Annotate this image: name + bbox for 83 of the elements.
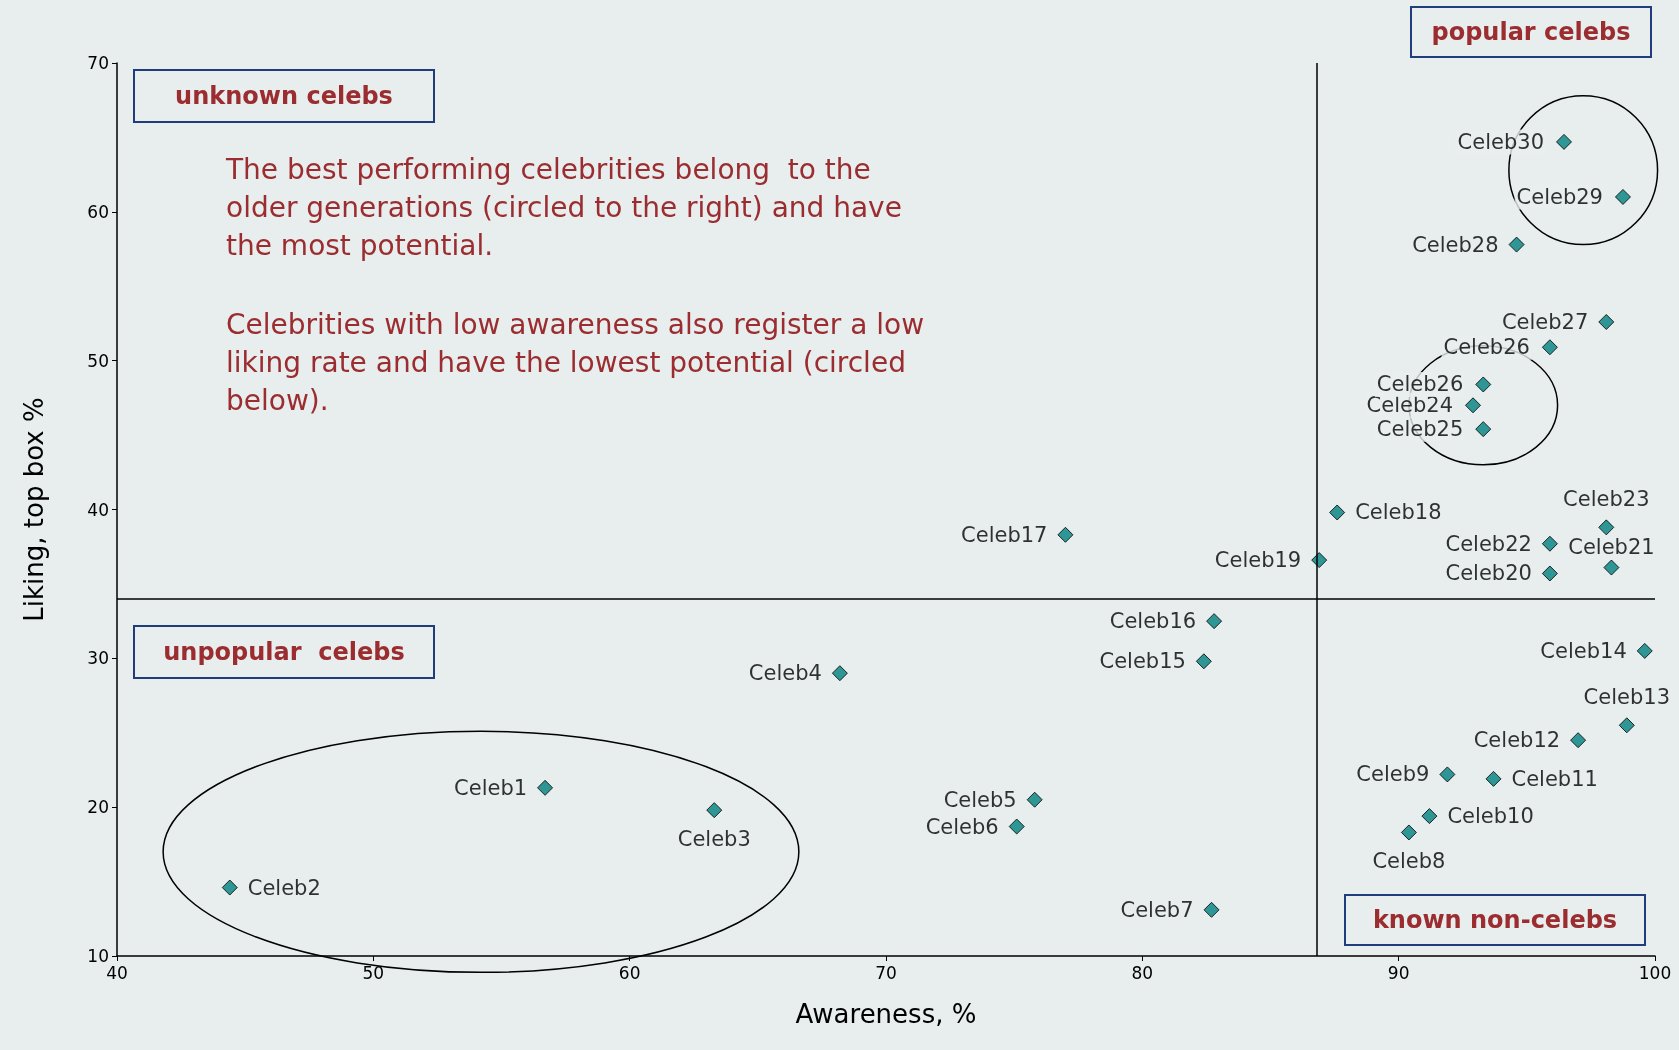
series-label: Celeb6 bbox=[925, 814, 999, 839]
point bbox=[537, 779, 554, 796]
series-label: Celeb5 bbox=[943, 787, 1017, 812]
series-label: Celeb16 bbox=[1109, 609, 1197, 634]
text: popular celebs bbox=[1431, 18, 1631, 46]
series-label: Celeb27 bbox=[1501, 309, 1589, 334]
point bbox=[1556, 133, 1572, 150]
series-label: Celeb22 bbox=[1445, 531, 1532, 556]
series-label: Celeb8 bbox=[1372, 848, 1446, 873]
y-tick-label: 20 bbox=[87, 797, 109, 818]
series-label: Celeb20 bbox=[1445, 561, 1532, 586]
y-tick-label: 40 bbox=[87, 499, 109, 520]
annotation: The best performing celebrities belong to the older generations (circled to the right) and have the most potential. bbox=[225, 152, 911, 262]
y-tick-label: 30 bbox=[87, 648, 109, 669]
point bbox=[1598, 519, 1615, 536]
x-tick-label: 70 bbox=[875, 962, 897, 983]
point bbox=[1485, 770, 1502, 787]
point bbox=[1614, 188, 1631, 205]
point bbox=[831, 665, 848, 682]
series-label: Celeb26 bbox=[1376, 372, 1464, 397]
point bbox=[1541, 565, 1558, 582]
series-label: Celeb12 bbox=[1473, 728, 1561, 753]
series-label: Celeb2 bbox=[247, 875, 321, 900]
series-label: Celeb21 bbox=[1568, 535, 1655, 560]
point bbox=[1465, 397, 1481, 414]
series-label: Celeb29 bbox=[1516, 184, 1603, 209]
series-label: Celeb19 bbox=[1214, 548, 1302, 573]
series-label: Celeb14 bbox=[1540, 638, 1627, 663]
series-label: Celeb23 bbox=[1563, 486, 1650, 511]
point bbox=[1206, 613, 1223, 630]
x-tick-label: 90 bbox=[1387, 962, 1410, 983]
point bbox=[1421, 808, 1438, 825]
point bbox=[1475, 376, 1492, 393]
y-tick-label: 10 bbox=[87, 946, 109, 966]
x-axis-title: Awareness, % bbox=[795, 999, 977, 1029]
y-axis-title: Liking, top box % bbox=[19, 397, 49, 622]
series-label: Celeb11 bbox=[1511, 766, 1598, 791]
y-tick-label: 70 bbox=[87, 53, 109, 73]
x-tick-label: 60 bbox=[618, 962, 641, 983]
x-tick-label: 40 bbox=[106, 962, 128, 983]
series-label: Celeb10 bbox=[1447, 804, 1534, 829]
y-tick-label: 60 bbox=[87, 201, 109, 222]
point bbox=[1439, 766, 1456, 783]
point bbox=[1008, 818, 1025, 835]
series-label: Celeb28 bbox=[1412, 232, 1499, 257]
annotation: Celebrities with low awareness also register a low liking rate and have the lowest potential (circled below). bbox=[226, 307, 933, 417]
point bbox=[1618, 717, 1635, 734]
series-label: Celeb26 bbox=[1443, 335, 1530, 360]
x-tick-label: 100 bbox=[1638, 962, 1672, 983]
annotation: known non-celebs bbox=[1372, 906, 1618, 934]
series-label: Celeb30 bbox=[1457, 129, 1544, 154]
series-label: Celeb4 bbox=[748, 661, 822, 686]
point bbox=[1541, 339, 1558, 356]
point bbox=[1598, 313, 1615, 330]
point bbox=[1603, 559, 1620, 576]
point bbox=[1203, 901, 1220, 918]
point bbox=[1329, 504, 1346, 521]
y-tick-label: 50 bbox=[87, 350, 109, 371]
point bbox=[1057, 526, 1074, 543]
point bbox=[1636, 642, 1653, 659]
point bbox=[1026, 791, 1043, 808]
series-label: Celeb9 bbox=[1356, 762, 1430, 787]
series-label: Celeb15 bbox=[1099, 649, 1186, 674]
annotation: unpopular celebs bbox=[163, 638, 405, 666]
point bbox=[221, 879, 238, 896]
x-tick-label: 80 bbox=[1131, 962, 1154, 983]
point bbox=[1570, 732, 1587, 749]
series-label: Celeb24 bbox=[1366, 393, 1453, 418]
point bbox=[1475, 421, 1492, 438]
annotation: unknown celebs bbox=[175, 82, 393, 110]
series-label: Celeb25 bbox=[1376, 417, 1464, 442]
point bbox=[1400, 824, 1417, 841]
series-label: Celeb13 bbox=[1583, 684, 1670, 709]
series-label: Celeb3 bbox=[677, 826, 751, 851]
point bbox=[1508, 236, 1525, 253]
point bbox=[1541, 535, 1558, 552]
series-label: Celeb18 bbox=[1355, 500, 1442, 525]
series-label: Celeb7 bbox=[1120, 897, 1194, 922]
point bbox=[706, 802, 723, 819]
point bbox=[1195, 653, 1212, 670]
series-label: Celeb1 bbox=[454, 775, 528, 800]
x-tick-label: 50 bbox=[362, 962, 385, 983]
series-label: Celeb17 bbox=[961, 522, 1048, 547]
